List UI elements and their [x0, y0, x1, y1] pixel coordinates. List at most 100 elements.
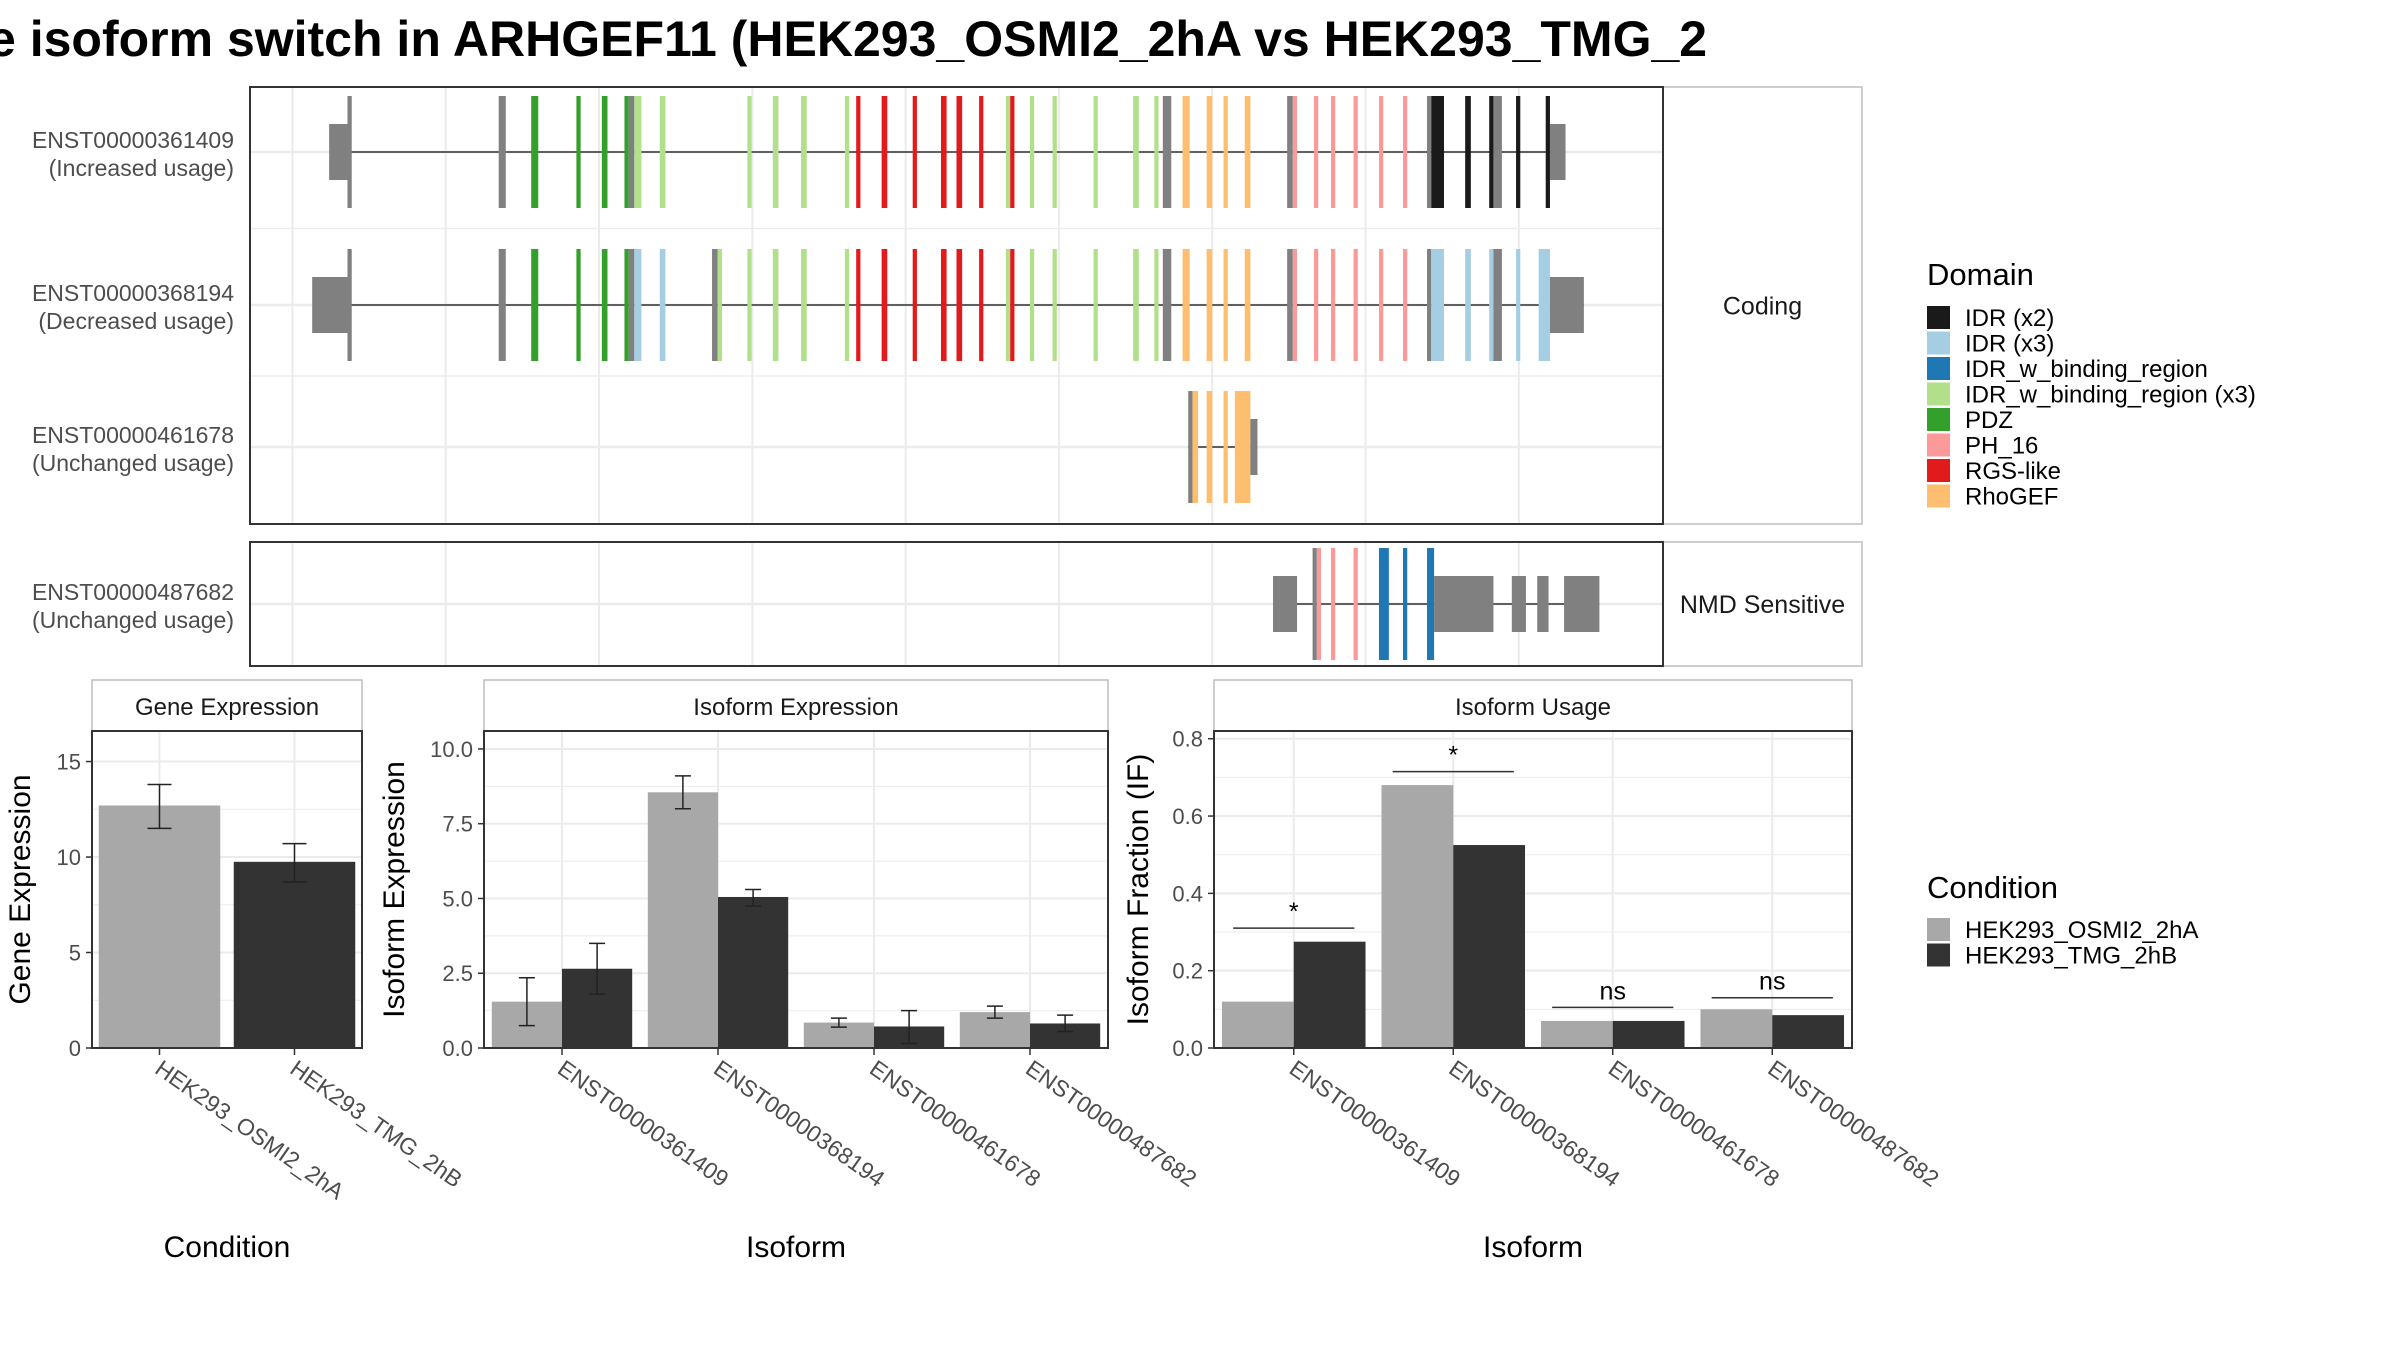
coding-exon [1244, 249, 1251, 361]
y-tick-label: 0.0 [1172, 1036, 1203, 1061]
facet-strip-label: Coding [1723, 293, 1802, 321]
coding-exon [1162, 249, 1172, 361]
condition-legend-swatch [1927, 918, 1950, 941]
coding-exon [940, 96, 947, 208]
bar [98, 805, 221, 1048]
y-tick-label: 5 [69, 941, 81, 966]
condition-legend-swatch [1927, 943, 1950, 967]
bar [1453, 845, 1526, 1048]
coding-exon [1244, 96, 1251, 208]
utr-exon [329, 124, 348, 180]
domain-legend-label: PH_16 [1965, 433, 2038, 460]
coding-exon [1465, 249, 1471, 361]
chart-frame [483, 730, 1109, 1049]
transcript-usage-label: (Unchanged usage) [32, 607, 234, 633]
coding-exon [856, 249, 861, 361]
coding-exon [1287, 249, 1293, 361]
coding-exon [1353, 548, 1358, 660]
coding-exon [601, 96, 608, 208]
domain-legend-title: Domain [1927, 257, 2034, 292]
coding-exon [1516, 249, 1521, 361]
y-axis-title: Isoform Expression [378, 761, 411, 1018]
coding-exon [747, 96, 752, 208]
utr-exon [312, 277, 348, 333]
coding-exon [881, 96, 888, 208]
transcript-row: ENST00000487682(Unchanged usage) [32, 548, 1600, 660]
coding-exon [1431, 96, 1444, 208]
coding-exon [624, 96, 629, 208]
coding-exon [1154, 96, 1159, 208]
facet-strip [1662, 86, 1863, 525]
utr-exon [1511, 576, 1526, 632]
coding-exon [772, 249, 779, 361]
coding-exon [801, 96, 807, 208]
transcript-row: ENST00000361409(Increased usage) [32, 96, 1566, 208]
domain-legend-swatch [1927, 357, 1950, 380]
coding-exon [1353, 96, 1358, 208]
coding-exon [347, 96, 352, 208]
y-axis-title: Gene Expression [4, 774, 37, 1004]
structure-panel-border [249, 86, 1664, 525]
coding-exon [1493, 96, 1502, 208]
chart-title: Gene Expression [135, 694, 319, 721]
coding-exon [1545, 96, 1550, 208]
coding-exon [531, 249, 539, 361]
coding-exon [1223, 249, 1228, 361]
x-tick-label: ENST00000368194 [1444, 1055, 1625, 1192]
coding-exon [1312, 548, 1317, 660]
chart-panel: Isoform Usage 0.0 0.2 0.4 0.6 0.8 * * ns ns ENST00… [1122, 679, 1944, 1264]
y-tick-label: 2.5 [442, 961, 473, 986]
coding-exon [979, 96, 984, 208]
y-tick-label: 15 [57, 750, 81, 775]
coding-exon [1206, 391, 1213, 503]
domain-legend-swatch [1927, 459, 1950, 482]
y-tick-label: 0.4 [1172, 881, 1203, 906]
coding-exon [1378, 249, 1384, 361]
bar [1293, 941, 1366, 1048]
coding-exon [717, 249, 722, 361]
coding-exon [747, 249, 752, 361]
chart-frame [1213, 730, 1853, 1049]
coding-exon [1223, 96, 1228, 208]
y-tick-label: 0 [69, 1036, 81, 1061]
x-axis-title: Condition [164, 1231, 291, 1264]
transcript-usage-label: (Increased usage) [49, 155, 234, 181]
domain-legend-swatch [1927, 306, 1950, 329]
bar [233, 861, 356, 1048]
chart-strip [1213, 679, 1853, 732]
coding-exon [940, 249, 947, 361]
coding-exon [1005, 249, 1011, 361]
figure-title: e isoform switch in ARHGEF11 (HEK293_OSM… [0, 11, 1707, 67]
coding-exon [531, 96, 539, 208]
coding-exon [1052, 249, 1057, 361]
chart-strip [91, 679, 363, 732]
coding-exon [844, 96, 850, 208]
coding-exon [1313, 249, 1319, 361]
significance-label: * [1448, 742, 1458, 770]
coding-exon [1330, 548, 1336, 660]
y-tick-label: 7.5 [442, 812, 473, 837]
coding-exon [1005, 96, 1011, 208]
x-tick-label: ENST00000368194 [709, 1055, 890, 1192]
bar [1612, 1020, 1685, 1048]
chart-title: Isoform Usage [1455, 694, 1611, 721]
coding-exon [1154, 249, 1159, 361]
x-axis-title: Isoform [746, 1231, 846, 1264]
bar [647, 792, 718, 1048]
coding-exon [1052, 96, 1057, 208]
coding-exon [1192, 391, 1199, 503]
y-tick-label: 0.2 [1172, 959, 1203, 984]
coding-exon [1133, 249, 1139, 361]
structure-panel: NMD Sensitive ENST00000487682(Unchanged u… [32, 541, 1863, 667]
significance-label: ns [1759, 968, 1785, 996]
coding-exon [347, 249, 352, 361]
domain-legend-swatch [1927, 484, 1950, 508]
coding-exon [1292, 249, 1298, 361]
coding-exon [1489, 249, 1494, 361]
y-tick-label: 5.0 [442, 886, 473, 911]
x-axis-title: Isoform [1483, 1231, 1583, 1264]
facet-strip [1662, 541, 1863, 667]
coding-exon [628, 249, 635, 361]
coding-exon [956, 96, 963, 208]
